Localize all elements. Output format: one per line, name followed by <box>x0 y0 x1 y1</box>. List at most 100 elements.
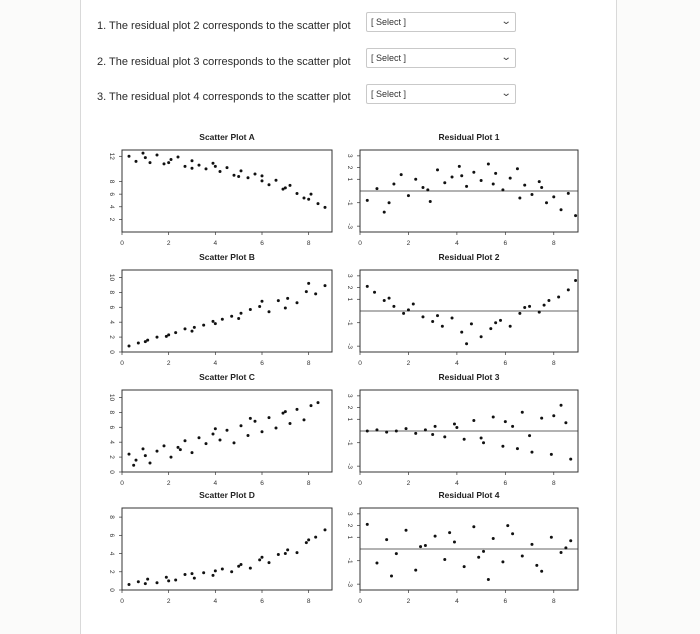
data-point <box>192 325 196 329</box>
y-tick-label: 2 <box>346 406 353 410</box>
y-tick-label: 6 <box>108 192 115 196</box>
data-point <box>253 419 257 423</box>
data-point <box>515 167 519 171</box>
data-point <box>143 156 147 160</box>
data-point <box>314 535 318 539</box>
data-point <box>394 552 398 556</box>
data-point <box>307 197 311 201</box>
data-point <box>148 161 152 165</box>
data-point <box>183 164 187 168</box>
data-point <box>559 208 563 212</box>
data-point <box>283 186 287 190</box>
data-point <box>164 334 168 338</box>
data-point <box>260 179 264 183</box>
data-point <box>440 324 444 328</box>
data-point <box>127 583 131 587</box>
x-tick-label: 4 <box>214 480 218 487</box>
y-tick-label: 3 <box>346 274 353 278</box>
data-point <box>399 173 403 177</box>
data-point <box>167 333 171 337</box>
data-point <box>169 157 173 161</box>
data-point <box>547 298 551 302</box>
y-tick-label: 3 <box>346 394 353 398</box>
data-point <box>248 308 252 312</box>
data-point <box>220 317 224 321</box>
data-point <box>557 295 561 299</box>
y-tick-label: 6 <box>108 534 115 538</box>
data-point <box>155 581 159 585</box>
data-point <box>258 305 262 309</box>
question-1-select[interactable]: [ Select ] ⌄ <box>366 12 516 32</box>
data-point <box>267 561 271 565</box>
data-point <box>365 429 369 433</box>
data-point <box>518 311 522 315</box>
data-point <box>211 161 215 165</box>
data-point <box>176 155 180 159</box>
data-point <box>213 427 217 431</box>
data-point <box>143 582 147 586</box>
data-point <box>566 288 570 292</box>
y-tick-label: 12 <box>108 153 115 161</box>
x-tick-label: 6 <box>260 360 264 367</box>
data-point <box>535 563 539 567</box>
y-tick-label: -3 <box>346 463 353 469</box>
x-tick-label: 2 <box>407 360 411 367</box>
data-point <box>528 304 532 308</box>
question-2-select[interactable]: [ Select ] ⌄ <box>366 48 516 68</box>
data-point <box>248 566 252 570</box>
data-point <box>304 290 308 294</box>
data-point <box>286 548 290 552</box>
chevron-down-icon: ⌄ <box>500 16 512 27</box>
data-point <box>494 321 498 325</box>
data-point <box>276 299 280 303</box>
data-point <box>433 534 437 538</box>
data-point <box>260 555 264 559</box>
y-tick-label: 2 <box>108 570 115 574</box>
data-point <box>508 324 512 328</box>
data-point <box>213 569 217 573</box>
data-point <box>230 570 234 574</box>
data-point <box>288 422 292 426</box>
data-point <box>239 424 243 428</box>
data-point <box>501 188 505 192</box>
data-point <box>385 538 389 542</box>
data-point <box>479 436 483 440</box>
data-point <box>574 279 578 283</box>
data-point <box>455 425 459 429</box>
y-tick-label: 8 <box>108 411 115 415</box>
data-point <box>465 184 469 188</box>
data-point <box>479 178 483 182</box>
data-point <box>450 175 454 179</box>
data-point <box>373 290 377 294</box>
data-point <box>501 560 505 564</box>
data-point <box>178 448 182 452</box>
data-point <box>469 322 473 326</box>
data-point <box>295 192 299 196</box>
quiz-card <box>80 0 617 634</box>
x-tick-label: 6 <box>260 480 264 487</box>
data-point <box>414 177 418 181</box>
data-point <box>323 284 327 288</box>
x-tick-label: 0 <box>358 240 362 247</box>
data-point <box>164 575 168 579</box>
y-tick-label: 10 <box>108 274 115 282</box>
data-point <box>136 341 140 345</box>
y-tick-label: 3 <box>346 154 353 158</box>
data-point <box>375 428 379 432</box>
data-point <box>569 457 573 461</box>
data-point <box>225 428 229 432</box>
data-point <box>260 299 264 303</box>
plot-title: Residual Plot 1 <box>439 132 500 142</box>
question-3-text: 3. The residual plot 4 corresponds to th… <box>97 91 351 103</box>
data-point <box>406 194 410 198</box>
data-point <box>523 305 527 309</box>
question-3-select[interactable]: [ Select ] ⌄ <box>366 84 516 104</box>
x-tick-label: 4 <box>455 360 459 367</box>
data-point <box>202 323 206 327</box>
data-point <box>146 577 150 581</box>
x-tick-label: 0 <box>120 240 124 247</box>
y-tick-label: 2 <box>108 335 115 339</box>
data-point <box>190 572 194 576</box>
data-point <box>501 444 505 448</box>
y-tick-label: -1 <box>346 558 353 564</box>
